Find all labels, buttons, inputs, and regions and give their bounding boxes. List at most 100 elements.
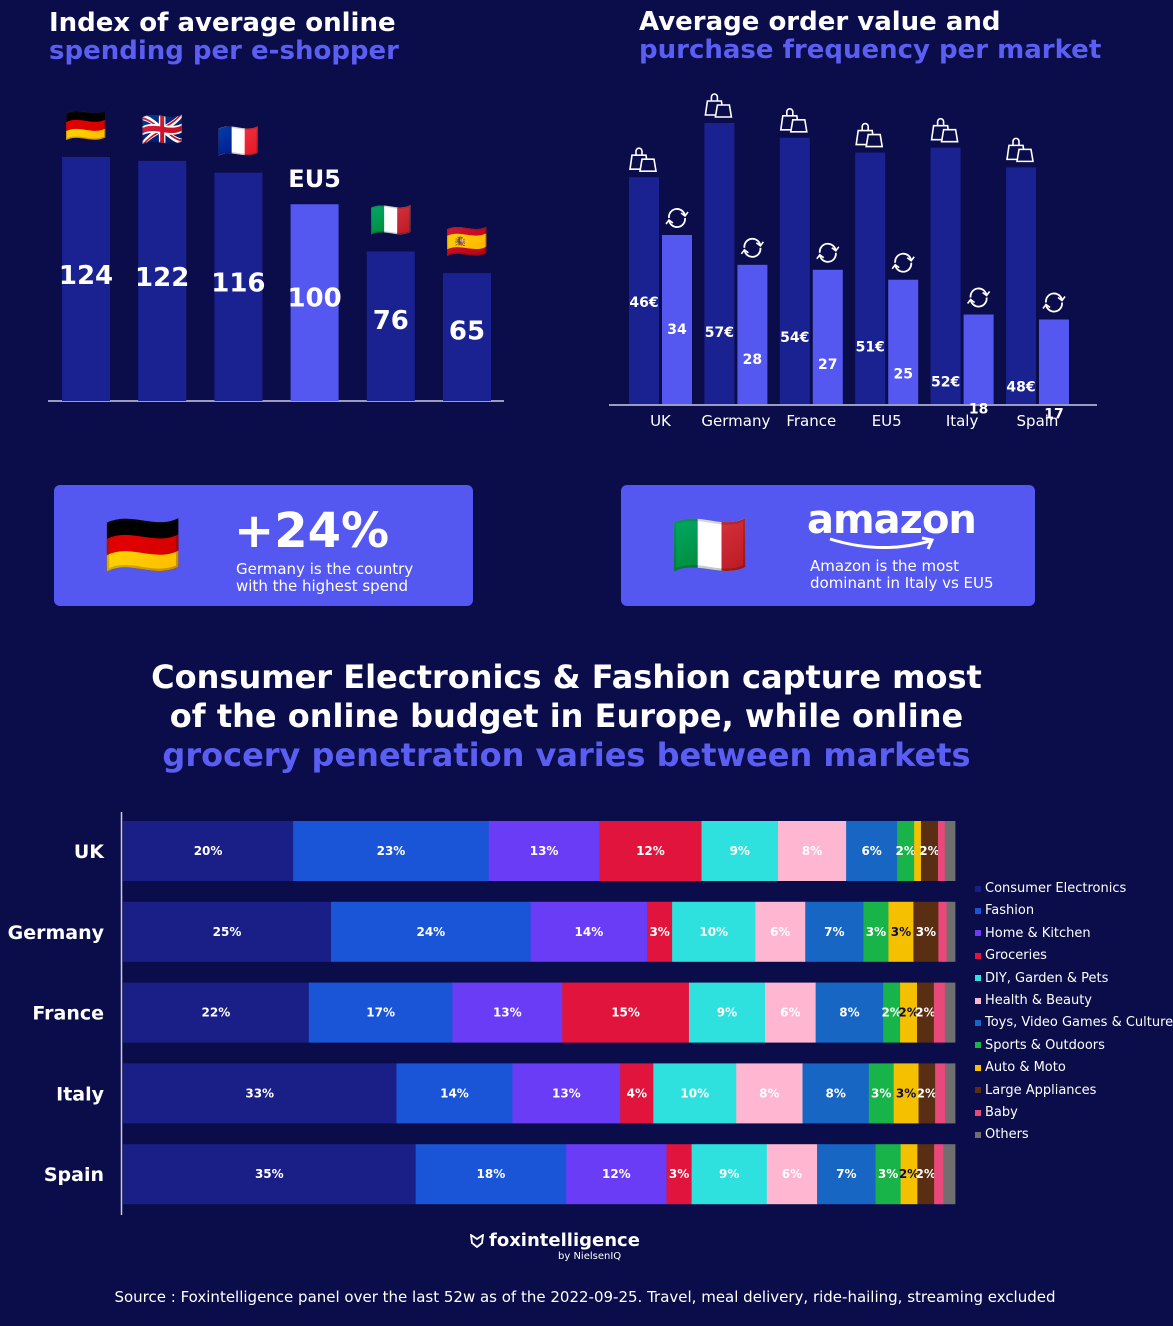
legend-label: Health & Beauty (985, 993, 1093, 1008)
share-row-label-france: France (32, 1003, 104, 1025)
spending-bar-germany (62, 157, 110, 401)
share-value-label: 25% (213, 925, 242, 939)
legend-item: Large Appliances (975, 1083, 1096, 1099)
amazon-logo: amazon (807, 497, 977, 543)
share-segment (452, 982, 563, 1043)
share-value-label: 2% (895, 844, 915, 858)
frequency-value-label: 25 (893, 367, 912, 383)
spending-flag-icon: 🇫🇷 (217, 122, 259, 162)
legend-swatch (975, 907, 981, 914)
legend-swatch (975, 975, 981, 982)
germany-card-line1: Germany is the country (236, 560, 414, 578)
germany-flag-icon: 🇩🇪 (104, 508, 182, 581)
mid-title-line3: grocery penetration varies between marke… (162, 736, 971, 774)
aov-bar-france (779, 137, 810, 404)
share-segment (888, 901, 914, 962)
legend-swatch (975, 997, 981, 1004)
share-segment (897, 821, 915, 881)
share-value-label: 3% (866, 925, 886, 939)
shopping-bag-icon (714, 104, 733, 118)
share-value-label: 3% (896, 1086, 916, 1100)
share-segment (530, 901, 648, 962)
frequency-value-label: 18 (969, 402, 988, 418)
frequency-bar-eu5 (888, 279, 919, 404)
aov-bar-uk (629, 177, 659, 404)
share-segment (766, 1144, 818, 1205)
legend-item: Others (975, 1127, 1029, 1143)
share-segment (944, 821, 956, 881)
share-value-label: 18% (477, 1167, 506, 1181)
share-segment (666, 1144, 693, 1205)
frequency-value-label: 17 (1044, 407, 1063, 423)
share-value-label: 15% (611, 1006, 640, 1020)
repeat-icon (668, 208, 686, 228)
market-label-france: France (786, 412, 836, 430)
share-segment (778, 821, 847, 881)
share-segment (920, 821, 939, 881)
legend-item: Sports & Outdoors (975, 1038, 1105, 1054)
legend-label: Toys, Video Games & Culture (985, 1015, 1173, 1031)
share-value-label: 6% (861, 844, 881, 858)
share-value-label: 13% (552, 1086, 581, 1100)
share-segment (701, 821, 779, 881)
spending-bar-value: 116 (211, 268, 265, 298)
share-segment (875, 1144, 902, 1205)
spending-bar-value: 100 (287, 284, 341, 314)
share-segment (293, 821, 490, 881)
share-value-label: 9% (719, 1167, 739, 1181)
legend-label: Fashion (985, 903, 1035, 919)
legend-label: DIY, Garden & Pets (985, 970, 1109, 986)
frequency-bar-france (812, 269, 843, 404)
frequency-value-label: 34 (667, 322, 687, 338)
legend-item: Home & Kitchen (975, 926, 1091, 942)
aov-bar-italy (930, 147, 961, 405)
share-segment (914, 821, 922, 881)
share-segment (938, 901, 948, 962)
germany-card: 🇩🇪 +24% Germany is the country with the … (54, 485, 473, 606)
legend-label: Home & Kitchen (985, 925, 1091, 941)
frequency-bar-germany (737, 264, 768, 404)
share-segment (308, 982, 453, 1043)
left-chart-title-line1: Index of average online (49, 8, 396, 38)
share-value-label: 2% (917, 1086, 937, 1100)
italy-card-line2: dominant in Italy vs EU5 (810, 574, 994, 592)
aov-bar-spain (1006, 167, 1036, 404)
spending-bar-value: 124 (59, 261, 113, 291)
left-chart-title-line2: spending per e-shopper (49, 36, 399, 66)
legend-swatch (975, 885, 981, 892)
aov-value-label: 48€ (1006, 380, 1035, 396)
share-segment (688, 982, 766, 1043)
share-value-label: 6% (780, 1006, 800, 1020)
market-label-spain: Spain (1017, 412, 1059, 430)
legend-swatch (975, 1019, 981, 1026)
share-value-label: 2% (881, 1006, 901, 1020)
share-segment (562, 982, 690, 1043)
share-segment (913, 901, 939, 962)
repeat-icon (894, 252, 913, 273)
share-segment (868, 1063, 895, 1124)
germany-card-value: +24% (234, 503, 390, 559)
shopping-bag-icon (1016, 148, 1034, 163)
repeat-icon (1045, 292, 1063, 313)
spending-bar-uk (138, 160, 187, 401)
share-row-label-spain: Spain (44, 1164, 104, 1186)
share-segment (331, 901, 532, 962)
spending-flag-icon: 🇬🇧 (141, 110, 183, 150)
share-segment (566, 1144, 667, 1205)
share-value-label: 10% (699, 925, 728, 939)
aov-bar-germany (704, 123, 735, 404)
share-segment (918, 1063, 936, 1124)
order-value-frequency-chart: 46€ 34 UK 57€ 28 Germany 54€ 27 France 51€ 25 EU5 52… (609, 93, 1097, 430)
share-segment (937, 821, 946, 881)
share-segment (900, 982, 918, 1043)
spending-bar-value: 76 (373, 306, 409, 336)
shopping-bag-icon (789, 118, 808, 133)
share-value-label: 3% (649, 925, 669, 939)
italy-card: 🇮🇹 amazon Amazon is the most dominant in… (621, 485, 1035, 606)
share-value-label: 3% (878, 1167, 898, 1181)
legend-item: Toys, Video Games & Culture (975, 1015, 1173, 1031)
share-segment (764, 982, 817, 1043)
share-value-label: 8% (839, 1006, 859, 1020)
share-value-label: 12% (636, 844, 665, 858)
category-share-chart: UK 20% 23% 13% 12% 9% 8% 6% 2% 2%Germany 25% 24% 14%… (8, 812, 956, 1215)
